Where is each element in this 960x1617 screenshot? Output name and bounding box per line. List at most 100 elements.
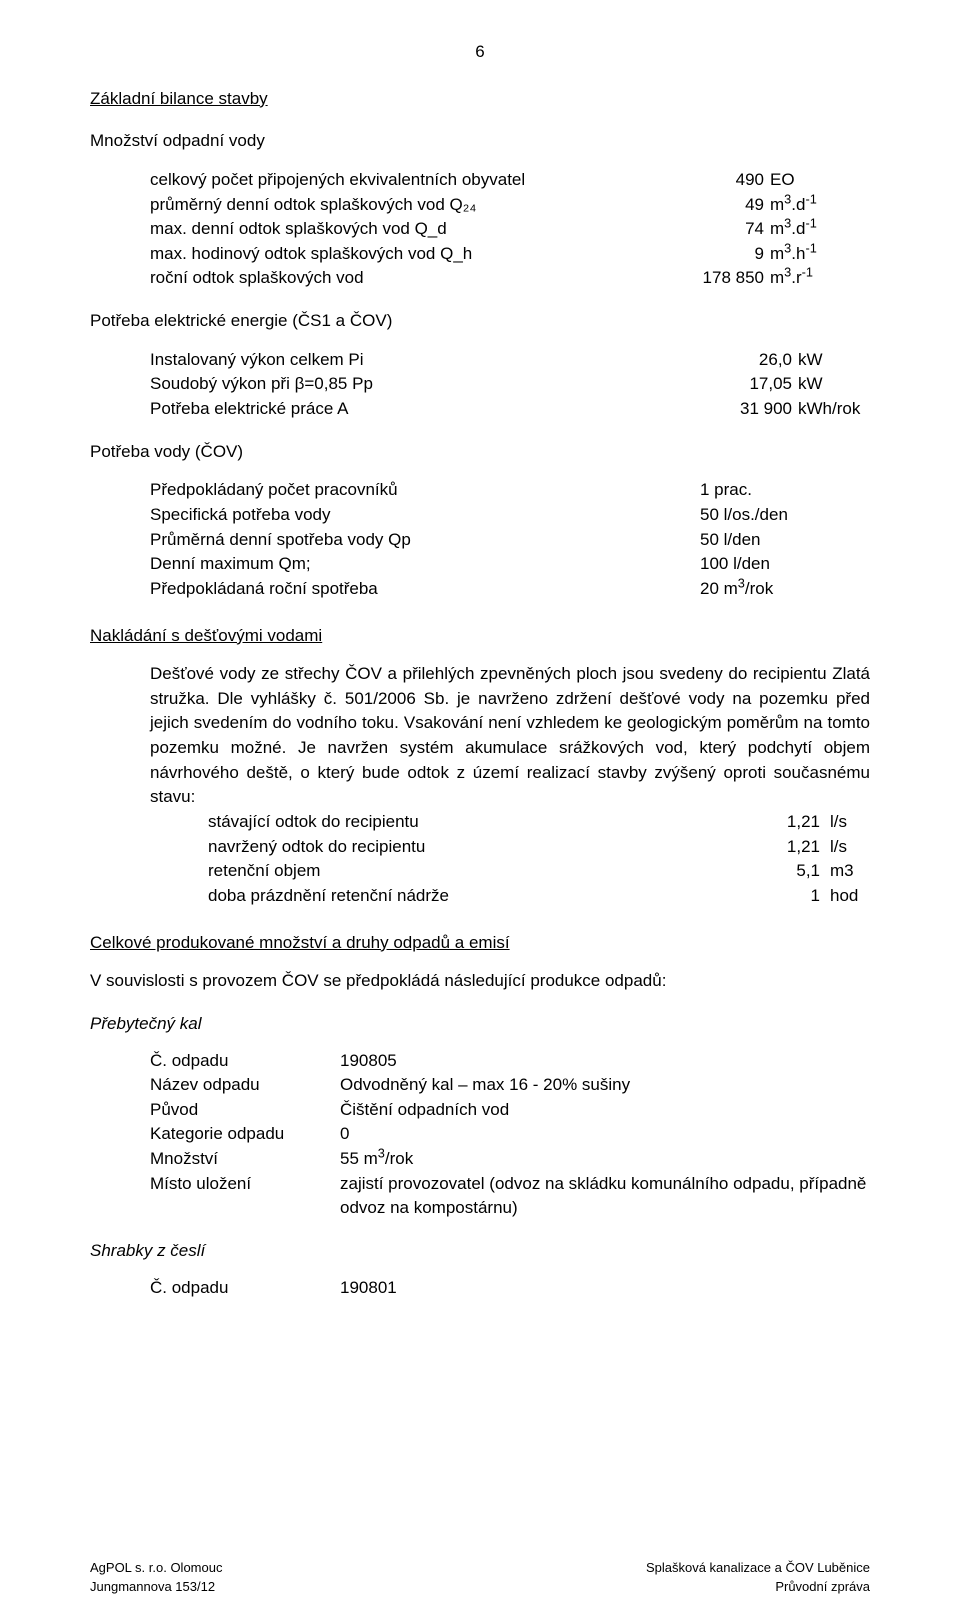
water-label: Předpokládaný počet pracovníků <box>150 478 700 503</box>
rain-unit: m3 <box>820 859 870 884</box>
heading-waste-qty: Množství odpadní vody <box>90 129 870 154</box>
qty-label: roční odtok splaškových vod <box>150 266 700 291</box>
waste-val: 190801 <box>340 1276 870 1301</box>
waste-key: Místo uložení <box>150 1172 340 1221</box>
waste-key: Původ <box>150 1098 340 1123</box>
waste-val: 0 <box>340 1122 870 1147</box>
waste-row: Č. odpadu190801 <box>150 1276 870 1301</box>
qty-row: průměrný denní odtok splaškových vod Q₂₄… <box>150 193 870 218</box>
waste-row: Množství55 m3/rok <box>150 1147 870 1172</box>
rain-num: 1,21 <box>760 810 820 835</box>
waste-val: Čištění odpadních vod <box>340 1098 870 1123</box>
water-value: 50 l/os./den <box>700 503 870 528</box>
water-value: 1 prac. <box>700 478 870 503</box>
rain-row: doba prázdnění retenční nádrže1hod <box>150 884 870 909</box>
waste-key: Množství <box>150 1147 340 1172</box>
rain-row: navržený odtok do recipientu1,21l/s <box>150 835 870 860</box>
qty-row: max. denní odtok splaškových vod Q_d74m3… <box>150 217 870 242</box>
kal-block: Č. odpadu190805Název odpaduOdvodněný kal… <box>150 1049 870 1221</box>
waste-key: Kategorie odpadu <box>150 1122 340 1147</box>
rain-label: stávající odtok do recipientu <box>208 810 760 835</box>
rain-row: retenční objem5,1m3 <box>150 859 870 884</box>
water-row: Průměrná denní spotřeba vody Qp50 l/den <box>150 528 870 553</box>
elec-unit: kW <box>792 372 870 397</box>
waste-val: zajistí provozovatel (odvoz na skládku k… <box>340 1172 870 1221</box>
water-label: Specifická potřeba vody <box>150 503 700 528</box>
waste-row: Název odpaduOdvodněný kal – max 16 - 20%… <box>150 1073 870 1098</box>
water-value: 100 l/den <box>700 552 870 577</box>
qty-row: max. hodinový odtok splaškových vod Q_h9… <box>150 242 870 267</box>
qty-label: průměrný denní odtok splaškových vod Q₂₄ <box>150 193 700 218</box>
waste-row: Místo uloženízajistí provozovatel (odvoz… <box>150 1172 870 1221</box>
qty-value: 178 850m3.r-1 <box>700 266 870 291</box>
rain-label: retenční objem <box>208 859 760 884</box>
waste-val: 55 m3/rok <box>340 1147 870 1172</box>
footer-left-2: Jungmannova 153/12 <box>90 1578 222 1597</box>
qty-value: 49m3.d-1 <box>700 193 870 218</box>
heading-kal: Přebytečný kal <box>90 1012 870 1037</box>
water-row: Předpokládaný počet pracovníků1 prac. <box>150 478 870 503</box>
heading-basic-balance: Základní bilance stavby <box>90 87 870 112</box>
footer: AgPOL s. r.o. Olomouc Jungmannova 153/12… <box>90 1559 870 1597</box>
water-label: Průměrná denní spotřeba vody Qp <box>150 528 700 553</box>
elec-label: Potřeba elektrické práce A <box>150 397 720 422</box>
water-value: 20 m3/rok <box>700 577 870 602</box>
elec-unit: kW <box>792 348 870 373</box>
heading-shrabky: Shrabky z česlí <box>90 1239 870 1264</box>
rain-row: stávající odtok do recipientu1,21l/s <box>150 810 870 835</box>
water-row: Denní maximum Qm;100 l/den <box>150 552 870 577</box>
rain-unit: hod <box>820 884 870 909</box>
elec-num: 26,0 <box>720 348 792 373</box>
qty-row: celkový počet připojených ekvivalentních… <box>150 168 870 193</box>
rain-label: doba prázdnění retenční nádrže <box>208 884 760 909</box>
qty-value: 9m3.h-1 <box>700 242 870 267</box>
elec-num: 17,05 <box>720 372 792 397</box>
heading-water: Potřeba vody (ČOV) <box>90 440 870 465</box>
qty-label: celkový počet připojených ekvivalentních… <box>150 168 700 193</box>
heading-elec: Potřeba elektrické energie (ČS1 a ČOV) <box>90 309 870 334</box>
rain-num: 1 <box>760 884 820 909</box>
waste-row: Č. odpadu190805 <box>150 1049 870 1074</box>
water-label: Denní maximum Qm; <box>150 552 700 577</box>
elec-num: 31 900 <box>720 397 792 422</box>
footer-left-1: AgPOL s. r.o. Olomouc <box>90 1559 222 1578</box>
waste-key: Název odpadu <box>150 1073 340 1098</box>
rain-label: navržený odtok do recipientu <box>208 835 760 860</box>
footer-right: Splašková kanalizace a ČOV Luběnice Prův… <box>646 1559 870 1597</box>
elec-label: Instalovaný výkon celkem Pi <box>150 348 720 373</box>
water-value: 50 l/den <box>700 528 870 553</box>
qty-value: 74m3.d-1 <box>700 217 870 242</box>
elec-row: Potřeba elektrické práce A31 900kWh/rok <box>150 397 870 422</box>
rain-paragraph-block: Dešťové vody ze střechy ČOV a přilehlých… <box>150 662 870 908</box>
qty-row: roční odtok splaškových vod178 850m3.r-1 <box>150 266 870 291</box>
elec-block: Instalovaný výkon celkem Pi26,0kWSoudobý… <box>150 348 870 422</box>
elec-unit: kWh/rok <box>792 397 870 422</box>
rain-num: 5,1 <box>760 859 820 884</box>
waste-key: Č. odpadu <box>150 1049 340 1074</box>
footer-right-2: Průvodní zpráva <box>646 1578 870 1597</box>
qty-label: max. hodinový odtok splaškových vod Q_h <box>150 242 700 267</box>
rain-paragraph: Dešťové vody ze střechy ČOV a přilehlých… <box>150 662 870 810</box>
elec-row: Instalovaný výkon celkem Pi26,0kW <box>150 348 870 373</box>
qty-value: 490EO <box>700 168 870 193</box>
waste-val: Odvodněný kal – max 16 - 20% sušiny <box>340 1073 870 1098</box>
waste-row: PůvodČištění odpadních vod <box>150 1098 870 1123</box>
intro-line: V souvislosti s provozem ČOV se předpokl… <box>90 969 870 994</box>
shrabky-block: Č. odpadu190801 <box>150 1276 870 1301</box>
rain-unit: l/s <box>820 835 870 860</box>
qty-block: celkový počet připojených ekvivalentních… <box>150 168 870 291</box>
water-block: Předpokládaný počet pracovníků1 prac.Spe… <box>150 478 870 601</box>
footer-left: AgPOL s. r.o. Olomouc Jungmannova 153/12 <box>90 1559 222 1597</box>
water-label: Předpokládaná roční spotřeba <box>150 577 700 602</box>
page-number: 6 <box>90 40 870 65</box>
heading-rainwater: Nakládání s dešťovými vodami <box>90 624 870 649</box>
rain-unit: l/s <box>820 810 870 835</box>
footer-right-1: Splašková kanalizace a ČOV Luběnice <box>646 1559 870 1578</box>
waste-row: Kategorie odpadu0 <box>150 1122 870 1147</box>
rain-num: 1,21 <box>760 835 820 860</box>
water-row: Specifická potřeba vody50 l/os./den <box>150 503 870 528</box>
elec-row: Soudobý výkon při β=0,85 Pp17,05kW <box>150 372 870 397</box>
rain-rows: stávající odtok do recipientu1,21l/snavr… <box>150 810 870 909</box>
elec-label: Soudobý výkon při β=0,85 Pp <box>150 372 720 397</box>
heading-totals: Celkové produkované množství a druhy odp… <box>90 931 870 956</box>
